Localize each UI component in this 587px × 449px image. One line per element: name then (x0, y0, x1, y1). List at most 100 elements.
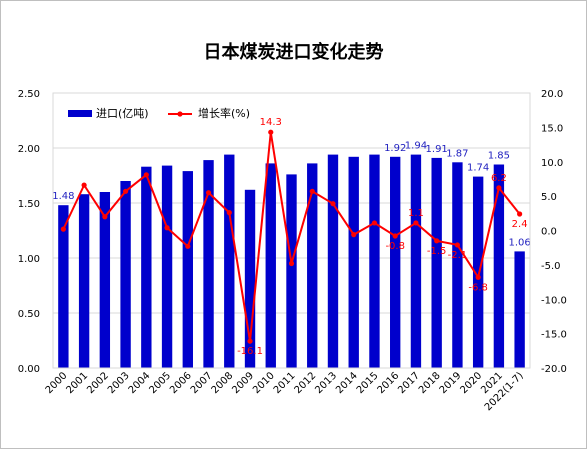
x-tick-label: 2001 (64, 370, 90, 396)
y-left-tick-label: 0.50 (18, 309, 40, 320)
line-point (102, 214, 108, 220)
y-right-tick-label: 10.0 (541, 158, 563, 169)
x-tick-label: 2000 (44, 370, 70, 396)
bar-value-label: 1.92 (384, 143, 406, 154)
legend: 进口(亿吨) 增长率(%) (68, 106, 250, 120)
bar (514, 251, 525, 368)
bar (431, 157, 442, 368)
y-right-tick-label: 15.0 (541, 123, 563, 134)
line-point (475, 274, 481, 280)
y-right-tick-label: -5.0 (541, 261, 561, 272)
line-series (60, 129, 523, 344)
bar (141, 166, 152, 368)
line-value-label: 6.2 (491, 173, 507, 184)
line-point (164, 225, 170, 231)
line-value-label: 1.1 (408, 208, 424, 219)
line-point (247, 338, 253, 344)
line-point (60, 226, 66, 232)
x-tick-label: 2016 (376, 370, 402, 396)
bar (327, 154, 339, 368)
legend-label-line: 增长率(%) (198, 106, 250, 120)
bar (161, 165, 173, 368)
x-tick-label: 2019 (438, 370, 464, 396)
legend-swatch-bar (68, 110, 92, 117)
bar (203, 160, 214, 368)
legend-swatch-marker (177, 111, 183, 117)
line-value-label: -6.8 (468, 282, 488, 293)
x-tick-label: 2009 (230, 370, 256, 396)
line-point (205, 190, 212, 196)
legend-label-bar: 进口(亿吨) (96, 107, 149, 120)
chart-title: 日本煤炭进口变化走势 (203, 42, 384, 63)
bar-series (58, 154, 525, 368)
line-value-label: 2.4 (512, 219, 528, 230)
bar-value-label: 1.85 (488, 151, 510, 162)
bar (99, 192, 111, 368)
y-right-tick-label: -10.0 (541, 295, 567, 306)
bar (224, 154, 235, 368)
bar (493, 164, 505, 368)
x-tick-label: 2007 (189, 370, 215, 396)
line-point (454, 242, 461, 248)
line-point (185, 243, 191, 249)
x-tick-label: 2015 (355, 370, 381, 396)
x-tick-label: 2013 (313, 370, 339, 396)
bar (182, 171, 193, 368)
line-point (122, 188, 129, 194)
x-tick-label: 2005 (147, 370, 173, 396)
line-value-label: -0.8 (385, 241, 405, 252)
bar (472, 176, 484, 368)
x-tick-label: 2008 (210, 370, 236, 396)
x-tick-label: 2011 (272, 370, 298, 396)
bar (369, 154, 380, 368)
line-value-label: -1.5 (427, 246, 447, 257)
y-right-tick-label: -15.0 (541, 330, 567, 341)
bar (244, 189, 256, 368)
bar (120, 181, 131, 368)
line-point (496, 185, 502, 191)
bar-value-label: 1.94 (405, 141, 427, 152)
y-left-tick-label: 0.00 (18, 364, 40, 375)
bar (410, 154, 422, 368)
y-left-tick-label: 2.00 (18, 144, 40, 155)
bar-value-label: 1.91 (426, 144, 448, 155)
x-tick-label: 2010 (251, 370, 277, 396)
line-point (330, 201, 336, 207)
x-tick-label: 2006 (168, 370, 194, 396)
y-right-tick-label: 20.0 (541, 89, 563, 100)
line-point (226, 210, 232, 216)
bar (348, 156, 359, 368)
bar (78, 194, 90, 368)
line-point (434, 238, 440, 244)
line-point (143, 172, 149, 178)
bar (452, 162, 463, 368)
x-tick-label: 2012 (293, 370, 319, 396)
line-value-label: -16.1 (237, 346, 263, 357)
y-left-tick-label: 2.50 (18, 89, 40, 100)
line-value-label: -2.1 (448, 250, 468, 261)
x-tick-label: 2004 (127, 370, 153, 396)
line-point (351, 232, 357, 238)
plot-area (52, 92, 531, 369)
bar (286, 174, 297, 368)
bar-value-label: 1.48 (52, 191, 74, 202)
x-tick-label: 2018 (417, 370, 443, 396)
line-point (392, 233, 398, 239)
x-tick-label: 2014 (334, 370, 360, 396)
line-point (413, 220, 419, 226)
line-point (268, 129, 274, 135)
line-point (309, 188, 315, 194)
line-value-label: 14.3 (260, 117, 282, 128)
bar (307, 163, 318, 368)
x-tick-label: 2003 (106, 370, 132, 396)
line-point (517, 211, 523, 217)
line-point (81, 182, 87, 188)
y-right-tick-label: 5.0 (541, 192, 557, 203)
y-right-tick-label: -20.0 (541, 364, 567, 375)
bar (58, 205, 69, 368)
data-labels: 1.48 1.921.941.911.87 1.741.85 1.06 -16.1 14.… (52, 117, 531, 357)
x-tick-label: 2020 (458, 370, 484, 396)
y-left-tick-label: 1.00 (18, 254, 40, 265)
x-tick-label: 2002 (85, 370, 111, 396)
